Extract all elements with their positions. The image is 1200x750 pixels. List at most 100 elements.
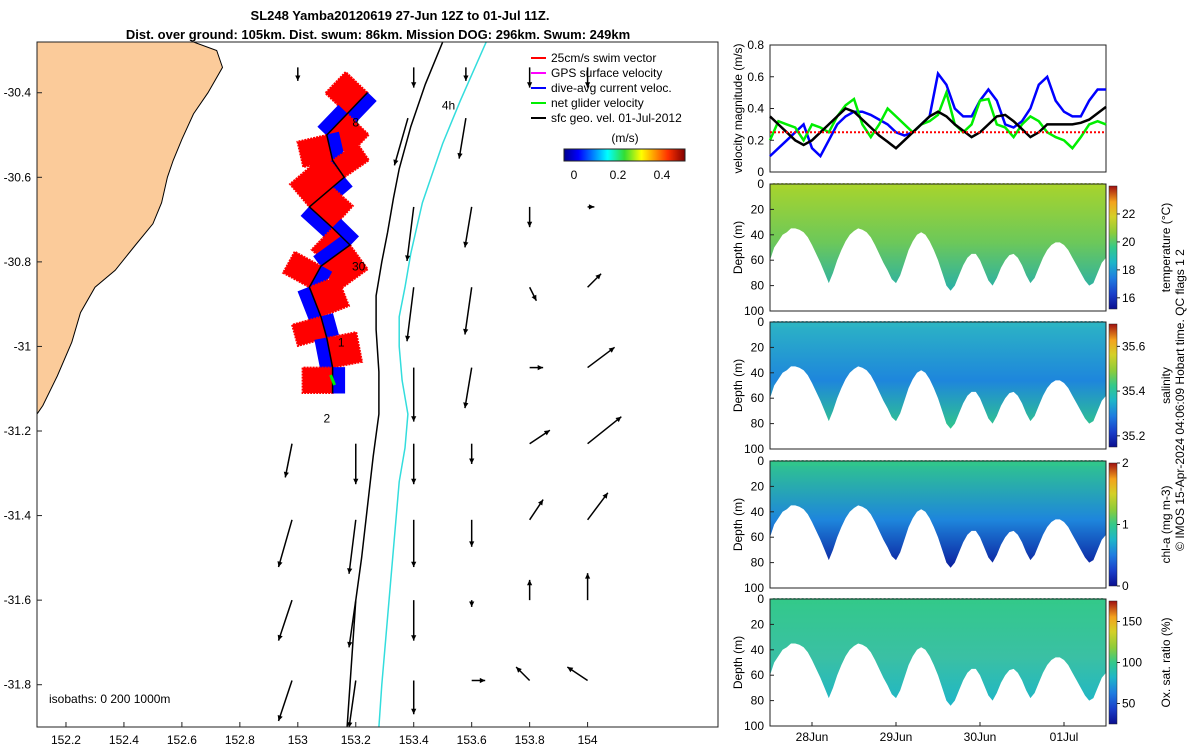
y-tick-label: 0	[757, 592, 764, 606]
swim-vector-segment	[281, 250, 323, 289]
arrow-head	[608, 347, 615, 353]
arrow-shaft	[464, 367, 473, 409]
title-line-2: Dist. over ground: 105km. Dist. swum: 86…	[126, 27, 630, 42]
arrow-head	[411, 561, 417, 568]
map-plot-area: 8 30 1 2 4h	[37, 42, 622, 727]
x-tick-label: 153.4	[399, 733, 429, 747]
geo-velocity-arrow	[469, 600, 475, 607]
y-tick-label: 0.2	[747, 133, 764, 147]
y-tick-label: 40	[751, 228, 765, 242]
geo-velocity-arrow	[347, 600, 357, 648]
section-data-fill	[770, 322, 1106, 429]
y-tick-label: 0	[757, 454, 764, 468]
y-tick-label: -31	[14, 339, 32, 353]
section-panel: 0 20 40 60 80 100 Depth (m) 16 18 20 22 temperature…	[731, 177, 1173, 318]
geo-velocity-arrow	[463, 67, 469, 81]
geo-velocity-arrow	[411, 600, 417, 641]
arrow-shaft	[587, 346, 616, 369]
arrow-head	[411, 416, 417, 422]
geo-velocity-arrow	[528, 286, 538, 302]
arrow-shaft	[348, 519, 357, 574]
geo-velocity-arrow	[587, 346, 616, 369]
velocity-series-line	[769, 70, 1106, 159]
arrow-shaft	[277, 519, 293, 568]
arrow-head	[537, 365, 544, 371]
arrow-head	[295, 75, 301, 81]
y-tick-label: 100	[744, 581, 764, 595]
geo-velocity-arrow	[585, 67, 591, 88]
y-tick-label: 20	[751, 617, 765, 631]
y-tick-label: 100	[744, 304, 764, 318]
x-tick-label: 153.8	[515, 733, 545, 747]
x-tick-label: 29Jun	[880, 730, 913, 744]
arrow-head	[469, 601, 475, 607]
net-velocity-mark	[329, 374, 336, 386]
colorbar-tick-label: 0.2	[610, 168, 627, 182]
geo-velocity-arrow	[527, 579, 533, 601]
geo-velocity-arrow	[529, 365, 544, 371]
arrow-head	[411, 708, 417, 715]
arrow-head	[588, 204, 595, 210]
arrow-head	[283, 471, 289, 478]
colorbar-label: salinity	[1159, 367, 1173, 404]
legend-label: GPS surface velocity	[551, 66, 662, 80]
arrow-shaft	[348, 680, 357, 727]
geo-velocity-arrow	[411, 519, 417, 568]
section-axes-frame	[769, 460, 1107, 589]
arrow-shaft	[277, 680, 293, 722]
y-tick-label: 0	[757, 165, 764, 179]
y-tick-label: 20	[751, 202, 765, 216]
geo-velocity-arrow	[527, 67, 533, 88]
y-tick-label: 80	[751, 694, 765, 708]
arrow-shaft	[464, 206, 473, 248]
arrow-head	[463, 328, 469, 335]
arrow-head	[602, 492, 608, 499]
geo-velocity-arrow	[527, 206, 533, 228]
y-tick-label: -31.2	[4, 424, 32, 438]
colorbar-tick-label: 2	[1122, 456, 1129, 470]
y-tick-label: 0	[757, 177, 764, 191]
x-tick-label: 152.4	[109, 733, 139, 747]
track-map: 8 30 1 2 4h 152.2 152.4 152.6 152.8 153 153.2 153.4…	[4, 41, 719, 747]
colorbar-tick-label: 22	[1122, 207, 1136, 221]
section-data-fill	[770, 461, 1106, 568]
section-colorbar	[1108, 600, 1118, 725]
section-y-label: Depth (m)	[731, 221, 745, 274]
y-tick-label: 20	[751, 340, 765, 354]
colorbar-tick-label: 50	[1122, 697, 1136, 711]
arrow-head	[463, 402, 469, 409]
geo-velocity-arrow	[463, 287, 473, 335]
geo-velocity-arrow	[587, 416, 622, 445]
arrow-shaft	[464, 287, 473, 335]
colorbar-tick-label: 18	[1122, 263, 1136, 277]
y-tick-label: 60	[751, 253, 765, 267]
geo-velocity-arrow	[411, 443, 417, 485]
arrow-head	[457, 152, 463, 159]
arrow-shaft	[277, 599, 293, 641]
arrow-head	[516, 667, 522, 673]
arrow-head	[405, 255, 411, 261]
isobath-1000	[378, 42, 487, 727]
geo-velocity-arrow	[411, 367, 417, 422]
velocity-y-label: velocity magnitude (m/s)	[731, 43, 745, 173]
track-label: 8	[352, 116, 359, 130]
isobath-label: isobaths: 0 200 1000m	[49, 692, 170, 706]
geo-velocity-arrow	[585, 573, 591, 601]
x-tick-label: 153.6	[457, 733, 487, 747]
section-data-fill	[770, 599, 1106, 706]
arrow-head	[527, 82, 533, 88]
geo-velocity-arrow	[283, 443, 293, 478]
y-tick-label: 60	[751, 530, 765, 544]
land-area	[37, 42, 223, 727]
y-tick-label: -31.4	[4, 509, 32, 523]
x-tick-label: 154	[578, 733, 598, 747]
x-tick-label: 152.2	[51, 733, 81, 747]
track-label: 1	[338, 335, 345, 349]
geo-velocity-arrow	[405, 206, 415, 262]
arrow-head	[538, 499, 544, 506]
section-y-label: Depth (m)	[731, 359, 745, 412]
geo-velocity-arrow	[587, 204, 595, 210]
arrow-head	[531, 294, 537, 301]
x-tick-label: 152.8	[225, 733, 255, 747]
